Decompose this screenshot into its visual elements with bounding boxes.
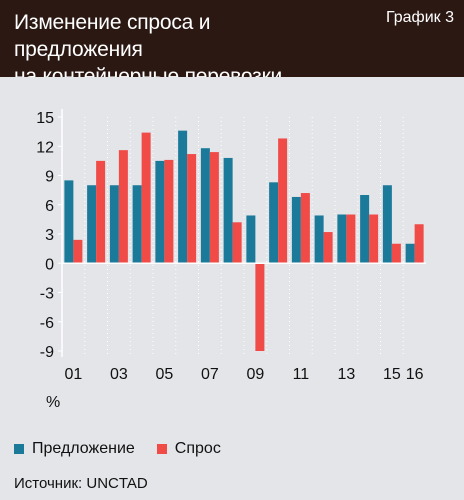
bar-supply-08 [223, 157, 233, 264]
bar-supply-03 [109, 185, 119, 264]
bar-demand-02 [96, 160, 106, 264]
chart-number-badge: График 3 [385, 9, 454, 26]
legend-label-demand: Спрос [174, 440, 221, 457]
y-tick-label: -6 [40, 315, 54, 332]
bar-demand-10 [278, 138, 288, 264]
grid-lines [84, 117, 404, 357]
header-bar: Изменение спроса и предложения на контей… [0, 0, 464, 88]
bar-demand-12 [323, 232, 333, 264]
bar-supply-11 [291, 196, 301, 264]
bar-supply-13 [337, 214, 347, 264]
bar-demand-03 [118, 150, 128, 264]
bar-supply-06 [178, 130, 188, 264]
x-tick-labels: 01 03 05 07 09 11 13 15 16 [64, 366, 423, 383]
legend-item-supply: Предложение [14, 440, 135, 458]
bar-supply-07 [200, 148, 210, 264]
bar-supply-02 [87, 185, 97, 264]
bar-demand-16 [414, 224, 424, 264]
bar-demand-06 [187, 154, 197, 264]
x-tick-label: 03 [110, 366, 128, 383]
bar-supply-01 [64, 180, 74, 264]
bar-demand-09 [255, 263, 265, 351]
y-tick-label: 9 [45, 169, 54, 186]
bar-supply-10 [269, 182, 279, 264]
bar-chart: 15 12 9 6 3 0 -3 -6 -9 01 03 05 07 09 11 13 15 16 [36, 109, 426, 383]
x-tick-label: 07 [201, 366, 219, 383]
bar-demand-05 [164, 159, 174, 264]
bar-demand-08 [232, 222, 242, 264]
bar-supply-05 [155, 160, 165, 264]
legend-swatch-demand [156, 444, 167, 454]
legend-swatch-supply [14, 444, 24, 454]
y-tick-labels: 15 12 9 6 3 0 -3 -6 -9 [36, 110, 54, 361]
y-tick-label: -9 [40, 344, 54, 361]
x-tick-label: 13 [337, 366, 355, 383]
bar-supply-15 [382, 185, 392, 264]
legend-label-supply: Предложение [32, 440, 135, 457]
bar-demand-13 [346, 214, 356, 264]
bar-demand-07 [209, 152, 219, 264]
y-axis-unit-label: % [46, 394, 61, 411]
bar-demand-01 [73, 239, 83, 264]
y-tick-label: 12 [36, 139, 54, 156]
x-tick-label: 16 [406, 366, 424, 383]
legend-item-demand: Спрос [156, 440, 221, 458]
axes [58, 109, 426, 357]
y-tick-label: 6 [45, 198, 54, 215]
x-tick-label: 15 [383, 366, 401, 383]
x-tick-label: 05 [155, 366, 173, 383]
bar-demand-04 [141, 132, 151, 264]
bar-series [64, 130, 424, 351]
bar-supply-04 [132, 185, 142, 264]
bar-supply-12 [314, 215, 324, 264]
chart-panel: 15 12 9 6 3 0 -3 -6 -9 01 03 05 07 09 11 13 15 16 % Пред… [0, 77, 464, 500]
x-tick-label: 11 [293, 366, 310, 383]
bar-demand-14 [369, 214, 379, 264]
bar-demand-11 [300, 193, 310, 264]
chart-title-line-1: Изменение спроса и предложения [14, 11, 211, 61]
x-tick-label: 01 [64, 366, 82, 383]
source-note: Источник: UNCTAD [14, 475, 148, 492]
y-tick-label: 15 [36, 110, 54, 127]
bar-supply-16 [405, 243, 415, 264]
y-tick-label: 0 [45, 256, 54, 273]
legend: Предложение Спрос [14, 440, 221, 458]
bar-supply-14 [360, 195, 370, 264]
x-tick-label: 09 [246, 366, 264, 383]
y-tick-label: -3 [40, 286, 54, 303]
y-tick-label: 3 [45, 227, 54, 244]
bar-demand-15 [391, 243, 401, 264]
bar-supply-09 [246, 215, 256, 264]
